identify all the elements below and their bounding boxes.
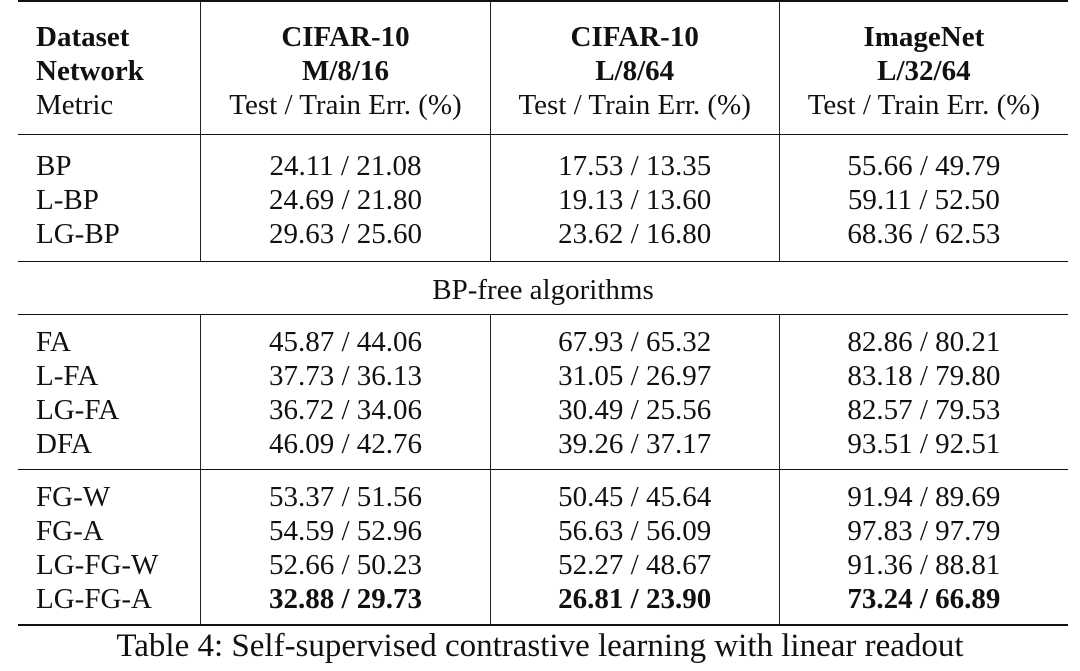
- table-row: FG-A 54.59 / 52.96 56.63 / 56.09 97.83 /…: [18, 514, 1068, 548]
- table-row: FG-W 53.37 / 51.56 50.45 / 45.64 91.94 /…: [18, 469, 1068, 514]
- header-col2-dataset: CIFAR-10: [489, 1, 780, 54]
- table-row: LG-FG-W 52.66 / 50.23 52.27 / 48.67 91.3…: [18, 548, 1068, 582]
- table-caption: Table 4: Self-supervised contrastive lea…: [116, 628, 964, 664]
- header-row-network: Network M/8/16 L/8/64 L/32/64: [18, 54, 1068, 88]
- cifar10-m-value: 37.73 / 36.13: [200, 359, 491, 393]
- method-name: DFA: [36, 428, 92, 460]
- header-col1-dataset: CIFAR-10: [200, 1, 491, 54]
- cifar10-l-value: 23.62 / 16.80: [489, 217, 780, 262]
- header-col1-metric: Test / Train Err. (%): [200, 88, 491, 135]
- method-name: L-FA: [36, 360, 99, 392]
- cifar10-m-value: 46.09 / 42.76: [200, 427, 491, 470]
- method-name: FG-W: [36, 481, 111, 513]
- section-label: BP-free algorithms: [432, 274, 654, 306]
- cifar10-l-value: 52.27 / 48.67: [489, 548, 780, 582]
- imagenet-value: 93.51 / 92.51: [778, 427, 1068, 470]
- cifar10-m-value: 29.63 / 25.60: [200, 217, 491, 262]
- results-table: Dataset CIFAR-10 CIFAR-10 ImageNet Netwo…: [18, 0, 1068, 626]
- cifar10-l-value: 67.93 / 65.32: [489, 314, 780, 359]
- imagenet-value: 82.86 / 80.21: [778, 314, 1068, 359]
- method-name: LG-FA: [36, 394, 120, 426]
- header-col3-metric: Test / Train Err. (%): [778, 88, 1068, 135]
- section-label-row: BP-free algorithms: [18, 261, 1068, 315]
- header-row-dataset: Dataset CIFAR-10 CIFAR-10 ImageNet: [18, 1, 1068, 54]
- table-row: L-BP 24.69 / 21.80 19.13 / 13.60 59.11 /…: [18, 183, 1068, 217]
- method-name: LG-FG-W: [36, 549, 159, 581]
- method-name: LG-BP: [36, 218, 120, 250]
- header-col2-network: L/8/64: [489, 54, 780, 88]
- cifar10-l-value: 17.53 / 13.35: [489, 134, 780, 183]
- table-row: LG-FG-A 32.88 / 29.73 26.81 / 23.90 73.2…: [18, 582, 1068, 625]
- cifar10-m-value: 24.11 / 21.08: [200, 134, 491, 183]
- cifar10-l-value: 31.05 / 26.97: [489, 359, 780, 393]
- method-name: LG-FG-A: [36, 583, 152, 615]
- imagenet-value: 73.24 / 66.89: [778, 582, 1068, 625]
- imagenet-value: 91.36 / 88.81: [778, 548, 1068, 582]
- imagenet-value: 97.83 / 97.79: [778, 514, 1068, 548]
- header-network-label: Network: [36, 55, 144, 87]
- imagenet-value: 68.36 / 62.53: [778, 217, 1068, 262]
- header-col3-network: L/32/64: [778, 54, 1068, 88]
- cifar10-m-value: 36.72 / 34.06: [200, 393, 491, 427]
- table-row: DFA 46.09 / 42.76 39.26 / 37.17 93.51 / …: [18, 427, 1068, 470]
- table-row: L-FA 37.73 / 36.13 31.05 / 26.97 83.18 /…: [18, 359, 1068, 393]
- table-row: BP 24.11 / 21.08 17.53 / 13.35 55.66 / 4…: [18, 134, 1068, 183]
- imagenet-value: 82.57 / 79.53: [778, 393, 1068, 427]
- cifar10-l-value: 26.81 / 23.90: [489, 582, 780, 625]
- header-col2-metric: Test / Train Err. (%): [489, 88, 780, 135]
- method-name: BP: [36, 150, 72, 182]
- cifar10-m-value: 32.88 / 29.73: [200, 582, 491, 625]
- header-col1-network: M/8/16: [200, 54, 491, 88]
- cifar10-l-value: 50.45 / 45.64: [489, 469, 780, 514]
- cifar10-m-value: 54.59 / 52.96: [200, 514, 491, 548]
- cifar10-m-value: 24.69 / 21.80: [200, 183, 491, 217]
- imagenet-value: 83.18 / 79.80: [778, 359, 1068, 393]
- header-dataset-label: Dataset: [36, 21, 130, 53]
- imagenet-value: 55.66 / 49.79: [778, 134, 1068, 183]
- header-metric-label: Metric: [36, 89, 114, 121]
- table-row: FA 45.87 / 44.06 67.93 / 65.32 82.86 / 8…: [18, 314, 1068, 359]
- cifar10-m-value: 45.87 / 44.06: [200, 314, 491, 359]
- cifar10-l-value: 30.49 / 25.56: [489, 393, 780, 427]
- cifar10-l-value: 56.63 / 56.09: [489, 514, 780, 548]
- method-name: FG-A: [36, 515, 104, 547]
- results-table-container: Dataset CIFAR-10 CIFAR-10 ImageNet Netwo…: [18, 0, 1068, 626]
- imagenet-value: 59.11 / 52.50: [778, 183, 1068, 217]
- cifar10-l-value: 19.13 / 13.60: [489, 183, 780, 217]
- header-col3-dataset: ImageNet: [778, 1, 1068, 54]
- method-name: L-BP: [36, 184, 99, 216]
- table-row: LG-BP 29.63 / 25.60 23.62 / 16.80 68.36 …: [18, 217, 1068, 262]
- cifar10-m-value: 52.66 / 50.23: [200, 548, 491, 582]
- cifar10-m-value: 53.37 / 51.56: [200, 469, 491, 514]
- table-row: LG-FA 36.72 / 34.06 30.49 / 25.56 82.57 …: [18, 393, 1068, 427]
- method-name: FA: [36, 326, 71, 358]
- cifar10-l-value: 39.26 / 37.17: [489, 427, 780, 470]
- imagenet-value: 91.94 / 89.69: [778, 469, 1068, 514]
- header-row-metric: Metric Test / Train Err. (%) Test / Trai…: [18, 88, 1068, 135]
